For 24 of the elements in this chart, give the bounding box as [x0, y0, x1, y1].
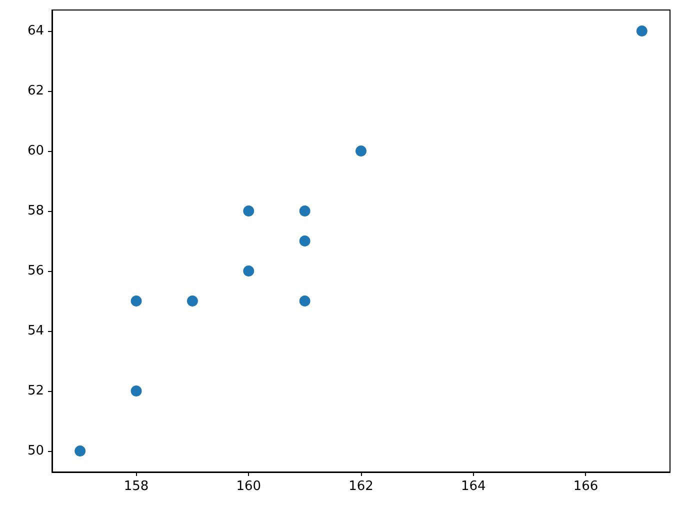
point [299, 296, 310, 306]
point [186, 296, 198, 306]
x-tick-label: 164 [460, 479, 486, 494]
y-tick-label: 52 [27, 384, 44, 398]
point [243, 266, 254, 276]
y-tick-label: 60 [27, 144, 44, 158]
point [74, 446, 86, 456]
x-tick-label: 158 [124, 479, 149, 494]
x-tick-label: 166 [573, 479, 598, 494]
point [356, 146, 366, 156]
y-tick-label: 56 [27, 264, 44, 278]
point [636, 26, 648, 36]
y-tick-label: 54 [27, 324, 44, 338]
point [243, 206, 254, 216]
x-tick-label: 160 [236, 479, 262, 494]
point [299, 206, 310, 216]
x-tick-label: 162 [348, 479, 374, 494]
y-tick-label: 62 [27, 84, 44, 98]
point [130, 296, 142, 306]
point [299, 236, 310, 246]
y-tick-label: 58 [27, 204, 44, 218]
y-tick-label: 50 [27, 444, 44, 458]
y-tick-label: 64 [27, 24, 44, 38]
point [130, 386, 142, 396]
